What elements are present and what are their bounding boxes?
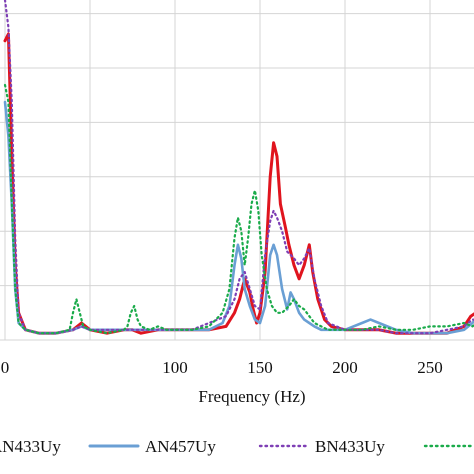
grid: [0, 0, 474, 341]
x-tick-label: 0: [1, 358, 10, 377]
x-tick-labels: 0100150200250300: [1, 358, 443, 377]
x-tick-label: 150: [247, 358, 273, 377]
x-axis-title: Frequency (Hz): [198, 387, 305, 406]
legend-label: BN433Uy: [315, 437, 385, 456]
x-tick-label: 200: [332, 358, 358, 377]
series-line-4: [3, 83, 474, 335]
legend-label: AN433Uy: [0, 437, 61, 456]
legend: AN433Uy AN457Uy BN433Uy: [0, 437, 474, 456]
x-tick-label: 250: [417, 358, 443, 377]
x-tick-label: 100: [162, 358, 188, 377]
series-line-3: [3, 0, 474, 335]
legend-label: AN457Uy: [145, 437, 216, 456]
series-group: [3, 0, 474, 335]
series-line-1: [3, 32, 474, 335]
